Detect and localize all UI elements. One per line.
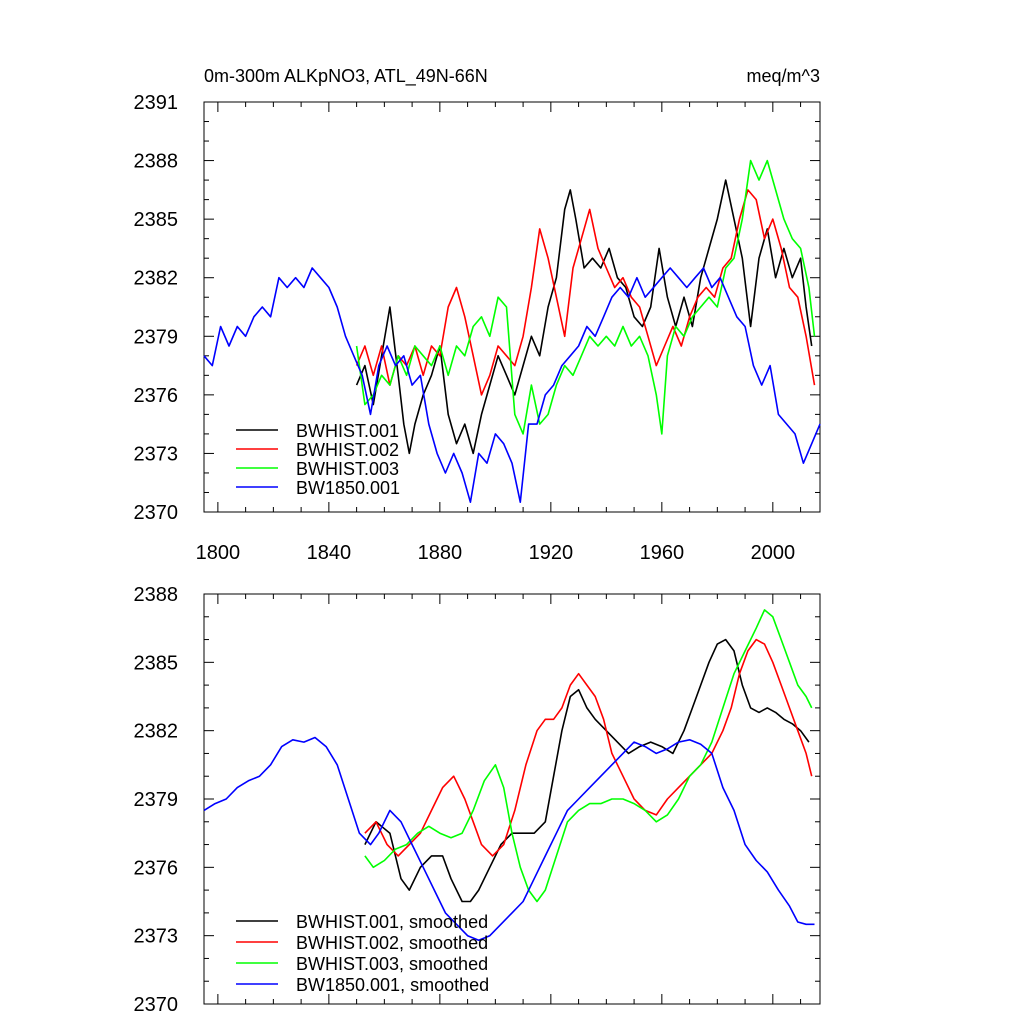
y-tick-label: 2379 [134,789,179,811]
series-line-bwhist-001 [355,179,813,455]
y-tick-label: 2382 [134,268,179,290]
series-line-bw1850-001 [203,736,815,942]
legend-label: BWHIST.003, smoothed [296,954,488,974]
y-tick-label: 2391 [134,92,179,114]
bottom-y-tick-labels: 2370 2373 2376 2379 2382 2385 2388 [134,584,179,1016]
series-line-bwhist-003 [364,609,813,903]
x-tick-label: 1960 [640,542,685,564]
top-panel: 0m-300m ALKpNO3, ATL_49N-66N meq/m^3 237… [134,66,821,564]
series-line-bwhist-003 [355,159,816,435]
y-tick-label: 2385 [134,652,179,674]
legend-label: BWHIST.003 [296,459,399,479]
bottom-axis-ticks [204,593,820,1005]
legend-label: BWHIST.002, smoothed [296,933,488,953]
x-tick-label: 1800 [196,542,241,564]
bottom-series-group [203,609,815,942]
y-tick-label: 2370 [134,502,179,524]
bottom-panel: 2370 2373 2376 2379 2382 2385 2388 BWHIST.001,… [134,584,821,1016]
y-tick-label: 2388 [134,151,179,173]
top-chart-title: 0m-300m ALKpNO3, ATL_49N-66N [204,66,488,87]
legend-label: BWHIST.002 [296,440,399,460]
y-tick-label: 2373 [134,926,179,948]
top-chart-units: meq/m^3 [747,66,820,86]
x-tick-label: 1920 [529,542,574,564]
series-line-bwhist-002 [364,638,813,857]
top-y-tick-labels: 2370 2373 2376 2379 2382 2385 2388 2391 [134,92,179,524]
legend-label: BW1850.001, smoothed [296,975,489,995]
top-plot-frame [203,101,821,513]
y-tick-label: 2382 [134,721,179,743]
y-tick-label: 2370 [134,994,179,1016]
y-tick-label: 2373 [134,443,179,465]
series-line-bwhist-002 [355,189,816,396]
legend-label: BWHIST.001, smoothed [296,912,488,932]
top-series-group [203,159,821,504]
series-line-bw1850-001 [203,267,821,504]
top-x-tick-labels: 1800 1840 1880 1920 1960 2000 [196,542,795,564]
y-tick-label: 2385 [134,209,179,231]
y-tick-label: 2376 [134,385,179,407]
legend-label: BW1850.001 [296,478,400,498]
legend-label: BWHIST.001 [296,421,399,441]
y-tick-label: 2376 [134,857,179,879]
y-tick-label: 2379 [134,326,179,348]
x-tick-label: 1880 [418,542,463,564]
y-tick-label: 2388 [134,584,179,606]
x-tick-label: 2000 [751,542,796,564]
x-tick-label: 1840 [307,542,352,564]
series-line-bwhist-001 [364,638,810,903]
